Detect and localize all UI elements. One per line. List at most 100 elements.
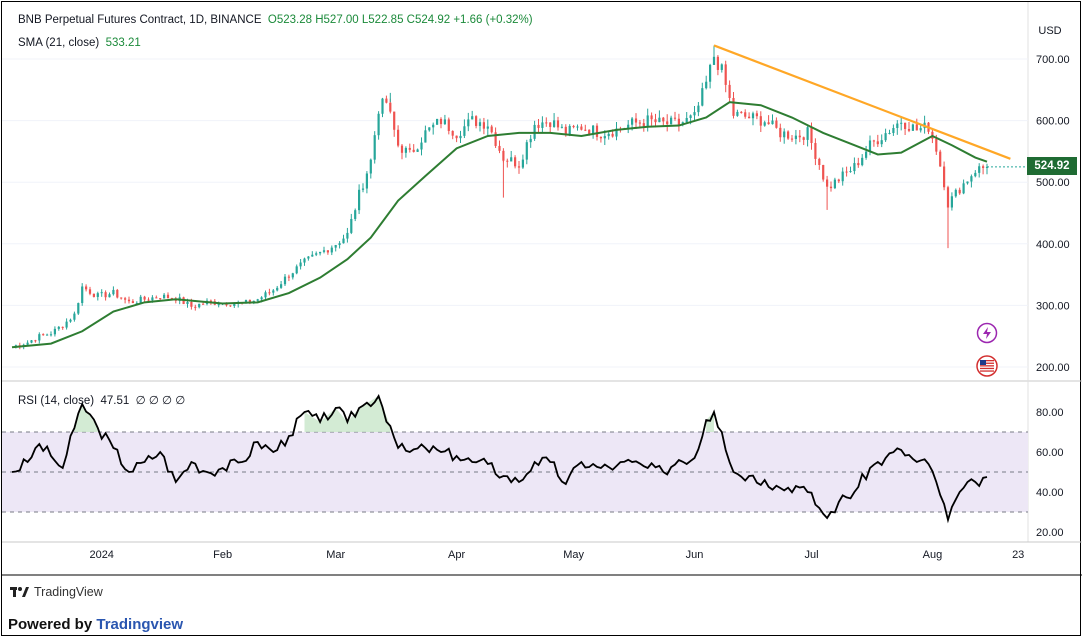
candle-body — [712, 56, 716, 65]
candle-body — [369, 159, 372, 174]
candle-body — [73, 313, 76, 320]
candle-body — [194, 306, 197, 308]
candle-body — [373, 135, 376, 160]
candle-body — [116, 289, 119, 298]
candle-body — [849, 171, 852, 173]
rsi-tick-label: 80.00 — [1036, 407, 1064, 419]
candle-body — [248, 299, 251, 303]
candle-body — [365, 173, 368, 189]
candle-body — [354, 210, 357, 219]
candle-body — [521, 159, 524, 168]
candle-body — [970, 176, 973, 182]
candle-body — [533, 124, 536, 139]
candle-body — [428, 127, 431, 131]
candle-body — [319, 251, 322, 254]
price-tick-label: 300.00 — [1036, 300, 1070, 312]
candle-body — [447, 119, 450, 131]
candle-body — [822, 164, 825, 180]
candle-body — [654, 119, 657, 123]
rsi-tick-label: 20.00 — [1036, 527, 1064, 539]
tradingview-logo-text: TradingView — [34, 585, 103, 599]
candle-body — [443, 119, 446, 125]
candle-body — [163, 294, 166, 299]
candles-group — [14, 45, 989, 350]
time-tick-label: Jul — [804, 549, 818, 561]
sma-legend[interactable]: SMA (21, close) 533.21 — [18, 37, 141, 49]
candle-body — [92, 293, 95, 297]
candle-body — [826, 179, 829, 187]
candle-body — [455, 135, 458, 139]
candle-body — [880, 140, 883, 145]
candle-body — [283, 276, 287, 285]
powered-brand[interactable]: Tradingview — [96, 616, 184, 633]
candle-body — [30, 340, 33, 343]
candle-body — [65, 321, 68, 328]
candle-body — [603, 136, 606, 139]
candle-body — [88, 289, 92, 294]
candle-body — [751, 113, 755, 119]
candle-body — [615, 128, 618, 137]
candle-body — [950, 196, 953, 208]
candle-body — [841, 171, 844, 182]
candle-body — [190, 301, 193, 307]
rsi-line[interactable] — [11, 393, 988, 524]
candle-body — [580, 126, 583, 130]
candle-body — [697, 105, 700, 113]
candle-body — [837, 179, 840, 182]
candle-body — [806, 127, 809, 140]
candle-body — [268, 292, 271, 294]
candle-body — [381, 98, 384, 114]
candle-body — [510, 157, 513, 162]
candle-body — [400, 145, 404, 153]
symbol-title[interactable]: BNB Perpetual Futures Contract, 1D, BINA… — [18, 14, 262, 26]
candle-body — [592, 125, 595, 135]
sma-line[interactable] — [11, 101, 988, 349]
candle-body — [904, 122, 907, 129]
rsi-legend[interactable]: RSI (14, close) 47.51 ∅ ∅ ∅ ∅ — [18, 393, 185, 407]
candle-body — [736, 111, 739, 116]
price-tick-label: 200.00 — [1036, 362, 1070, 374]
candle-body — [350, 218, 353, 233]
candle-body — [549, 122, 552, 127]
lightning-icon[interactable] — [976, 322, 998, 344]
candle-body — [884, 133, 887, 141]
candle-body — [38, 334, 41, 341]
resistance-trendline[interactable] — [713, 44, 1011, 160]
candle-body — [946, 187, 950, 208]
candle-body — [463, 126, 466, 136]
candle-body — [135, 302, 138, 304]
candle-body — [303, 258, 306, 263]
candle-body — [502, 150, 505, 161]
candle-body — [229, 305, 232, 307]
us-flag-stripe — [980, 362, 994, 364]
candle-body — [595, 125, 599, 137]
candle-body — [872, 140, 875, 142]
candle-body — [170, 298, 173, 300]
candle-body — [451, 130, 454, 136]
candle-body — [494, 132, 497, 146]
us-flag-icon[interactable] — [976, 355, 998, 377]
candle-body — [389, 102, 392, 112]
us-flag-canton — [980, 360, 986, 365]
candle-body — [529, 138, 532, 143]
candle-body — [256, 299, 259, 301]
candle-body — [57, 326, 60, 329]
candle-body — [794, 135, 797, 139]
tradingview-logo[interactable]: TradingView — [10, 585, 103, 599]
candle-body — [467, 119, 470, 127]
candle-body — [732, 97, 735, 116]
candle-body — [584, 129, 587, 131]
candle-body — [599, 136, 602, 139]
candle-body — [416, 149, 419, 152]
candle-body — [490, 126, 493, 133]
candle-body — [307, 256, 310, 259]
candle-body — [342, 238, 345, 244]
candle-body — [404, 147, 407, 153]
us-flag-stripe — [980, 370, 994, 372]
candle-body — [77, 303, 80, 314]
candle-body — [159, 298, 162, 300]
candle-body — [982, 166, 985, 168]
candle-body — [525, 142, 528, 160]
candle-body — [42, 334, 45, 336]
